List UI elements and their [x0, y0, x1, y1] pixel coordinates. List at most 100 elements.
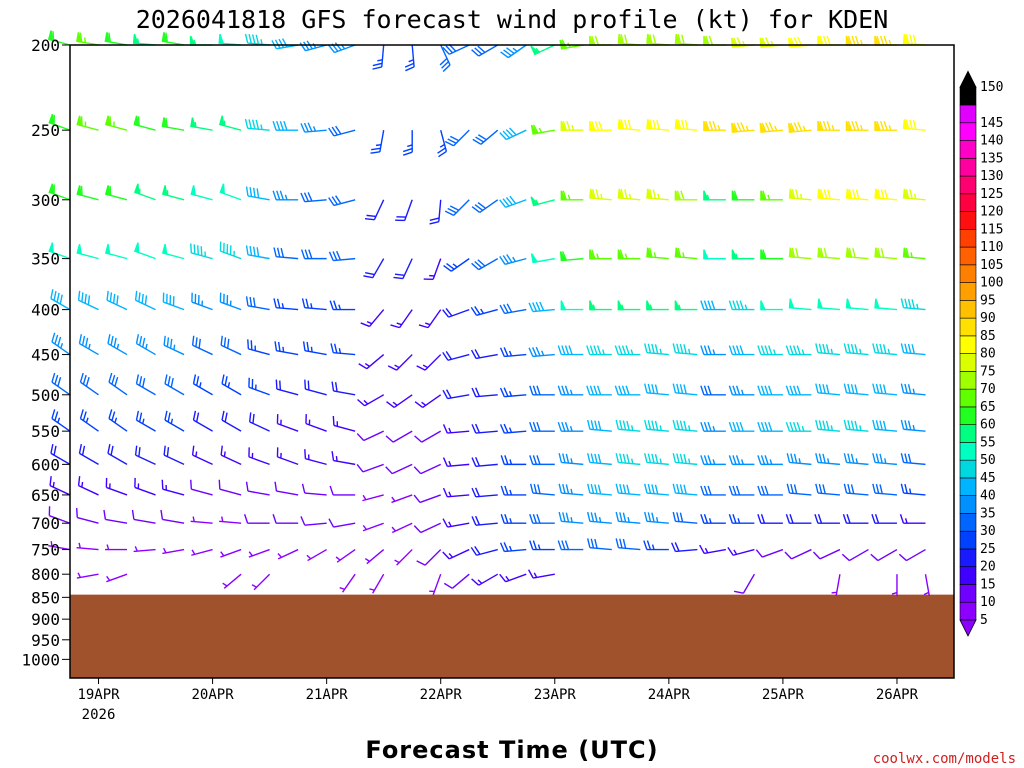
wind-barb — [471, 423, 498, 434]
wind-barb — [872, 483, 898, 496]
wind-barb-flag — [445, 45, 454, 54]
wind-barb-flag — [109, 116, 112, 126]
y-tick-label: 600 — [31, 455, 60, 474]
wind-barb-flag — [474, 387, 481, 397]
colorbar-segment — [959, 371, 977, 390]
wind-barb — [470, 349, 498, 360]
wind-barb — [843, 453, 869, 466]
wind-barb-half-flag — [57, 417, 61, 423]
wind-barb — [671, 542, 698, 553]
colorbar-segment — [959, 353, 977, 372]
wind-barb-flag — [815, 383, 819, 394]
wind-barb-flag — [677, 119, 682, 129]
wind-barb-shaft — [163, 301, 185, 311]
wind-barb-half-flag — [767, 194, 771, 200]
wind-barb-flag — [532, 124, 539, 134]
wind-barb-half-flag — [827, 458, 830, 464]
wind-barb — [413, 522, 442, 534]
wind-barb-flag — [358, 363, 368, 370]
wind-barb-pennant — [530, 196, 539, 207]
wind-barb — [700, 455, 726, 466]
wind-barb-flag — [619, 483, 623, 494]
wind-barb-shaft — [76, 546, 99, 551]
wind-barb-half-flag — [659, 348, 662, 355]
wind-barb-flag — [107, 334, 111, 344]
wind-barb-shaft — [276, 256, 299, 260]
wind-barb — [328, 250, 356, 262]
credit-link[interactable]: coolwx.com/models — [873, 751, 1016, 767]
wind-barb-flag — [900, 343, 905, 353]
wind-barb-flag — [590, 512, 595, 522]
wind-barb-shaft — [333, 459, 356, 466]
wind-barb-flag — [785, 513, 791, 524]
wind-barb-flag — [815, 483, 819, 494]
wind-barb-flag — [596, 345, 602, 355]
wind-barb — [105, 477, 128, 496]
wind-barb-flag — [785, 421, 791, 432]
wind-barb-half-flag — [653, 252, 657, 258]
wind-barb — [386, 394, 413, 408]
wind-barb-shaft — [248, 386, 270, 396]
wind-barb-flag — [841, 553, 850, 562]
wind-barb-flag — [646, 540, 652, 550]
wind-barb-flag — [672, 511, 677, 522]
wind-barb-half-flag — [688, 458, 691, 464]
wind-barb-flag — [647, 343, 652, 354]
wind-barb — [306, 548, 327, 562]
wind-barb-shaft — [396, 354, 413, 371]
wind-barb — [248, 548, 270, 558]
wind-barb-shaft — [333, 522, 356, 528]
wind-barb-flag — [200, 246, 203, 256]
wind-barb-flag — [619, 538, 623, 549]
wind-barb-shaft — [248, 548, 270, 558]
wind-barb — [587, 419, 612, 432]
wind-barb-flag — [112, 293, 116, 304]
wind-barb-shaft — [399, 309, 413, 329]
wind-barb-flag — [735, 300, 741, 310]
wind-barb — [328, 42, 356, 54]
wind-barb-pennant — [845, 247, 852, 258]
wind-barb — [617, 249, 641, 260]
wind-barb-pennant — [161, 32, 168, 43]
wind-barb-flag — [529, 483, 534, 494]
wind-barb-half-flag — [884, 458, 887, 464]
wind-barb-flag — [703, 385, 709, 395]
wind-barb-flag — [528, 302, 534, 312]
wind-barb — [589, 188, 612, 201]
wind-barb — [358, 354, 385, 370]
wind-barb-flag — [614, 345, 619, 355]
wind-barb-half-flag — [802, 125, 806, 131]
wind-barb-flag — [735, 485, 741, 496]
wind-barb-shaft — [219, 488, 242, 496]
wind-barb-shaft — [646, 461, 669, 466]
wind-barb-flag — [78, 443, 83, 454]
wind-barb-flag — [877, 188, 881, 199]
wind-barb-pennant — [646, 33, 652, 45]
x-tick-year: 2026 — [82, 707, 116, 723]
y-tick-label: 1000 — [21, 650, 60, 669]
wind-barb-flag — [134, 290, 138, 301]
wind-barb-flag — [905, 34, 910, 44]
wind-barb-flag — [81, 292, 84, 302]
wind-barb-flag — [442, 64, 451, 72]
wind-barb-flag — [558, 453, 563, 463]
wind-barb-flag — [81, 445, 86, 456]
wind-barb-flag — [256, 247, 260, 257]
colorbar-tick-label: 90 — [980, 311, 996, 326]
wind-barb-flag — [438, 150, 447, 158]
wind-barb-flag — [331, 381, 335, 392]
wind-barb-flag — [757, 485, 762, 496]
wind-barb-flag — [707, 421, 712, 432]
wind-barb-flag — [850, 343, 855, 354]
wind-barb — [731, 249, 755, 260]
wind-barb-pennant — [530, 45, 540, 56]
wind-barb-flag — [872, 343, 876, 353]
wind-barb — [614, 345, 641, 356]
wind-barb — [362, 522, 384, 532]
wind-barb-flag — [594, 484, 598, 494]
wind-barb — [587, 483, 612, 496]
wind-barb-half-flag — [913, 193, 917, 200]
wind-barb-flag — [822, 453, 826, 464]
x-axis: 19APR 20APR 21APR 22APR 23APR 24APR 25APR 26APR… — [77, 678, 919, 723]
wind-barb-half-flag — [134, 546, 138, 552]
